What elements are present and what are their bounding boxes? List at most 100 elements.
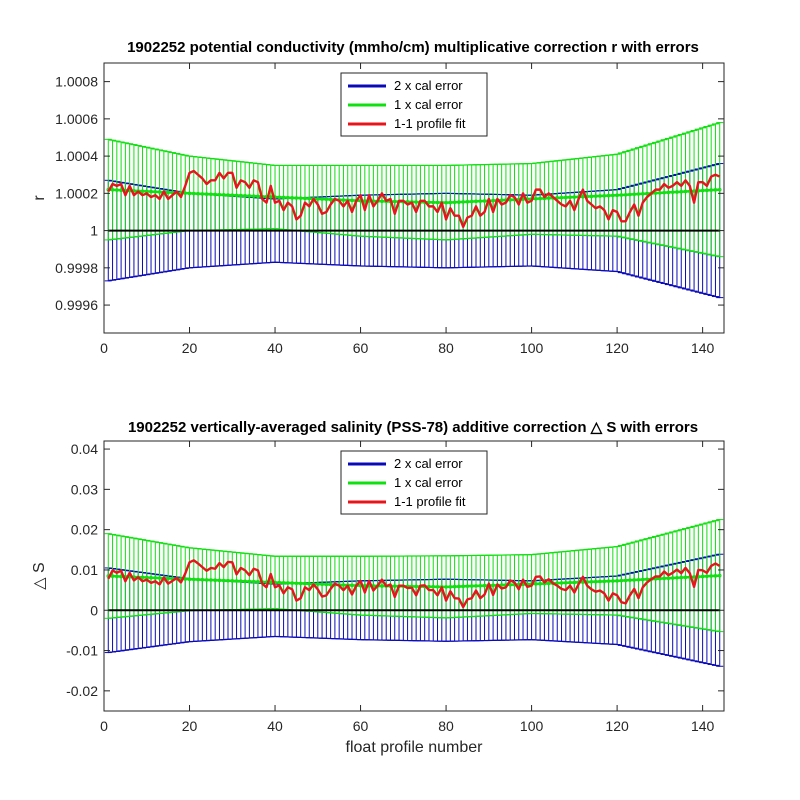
one-x-cal-error-point [196, 191, 200, 196]
one-x-cal-error-point [230, 193, 235, 198]
one-x-cal-error-point [598, 579, 602, 584]
one-x-cal-error-point [452, 200, 457, 205]
one-x-cal-error-point [157, 576, 162, 580]
one-x-cal-error-point [589, 194, 594, 199]
one-x-cal-error-point [465, 199, 470, 204]
one-x-cal-error-point [653, 191, 658, 195]
one-x-cal-error-point [611, 579, 615, 583]
y-axis-label: △ S [31, 562, 48, 589]
y-tick-label: 1.0006 [55, 111, 98, 127]
one-x-cal-error-point [499, 198, 504, 203]
one-x-cal-error-point [469, 199, 474, 204]
one-x-cal-error-point [598, 194, 602, 198]
two-x-cal-error-lower-envelope [108, 635, 720, 667]
one-x-cal-error-point [469, 584, 474, 588]
one-x-cal-error-point [115, 574, 119, 579]
x-tick-label: 20 [182, 718, 198, 734]
one-x-cal-error-point [559, 195, 564, 200]
one-x-cal-error-point [239, 193, 243, 198]
one-x-cal-error-point [256, 580, 260, 584]
one-x-cal-error-point [662, 190, 666, 195]
one-x-cal-error-point [444, 585, 448, 589]
one-x-cal-error-point [435, 200, 440, 205]
one-x-cal-error-point [713, 188, 718, 192]
legend: 2 x cal error 1 x cal error 1-1 profile … [340, 72, 488, 137]
one-x-cal-error-point [499, 583, 504, 587]
axis-ticks: 0 20 40 60 80 100 120 140 -0.02 -0.01 0 0.01 0.02 0.0… [66, 441, 724, 734]
one-x-cal-error-point [149, 189, 153, 194]
one-x-cal-error-point [482, 583, 487, 588]
one-x-cal-error-point [303, 581, 307, 586]
one-x-cal-error-point [683, 189, 688, 194]
one-x-cal-error-point [414, 584, 418, 589]
one-x-cal-error-point [277, 195, 282, 200]
one-x-cal-error-point [320, 582, 324, 587]
x-tick-label: 80 [438, 718, 454, 734]
x-tick-label: 80 [438, 340, 454, 356]
y-tick-label: 1.0002 [55, 185, 98, 201]
x-tick-label: 120 [605, 718, 629, 734]
one-x-cal-error-point [414, 200, 418, 204]
one-x-cal-error-point [200, 192, 205, 196]
one-x-cal-error-point [140, 575, 145, 580]
one-x-cal-error-point [615, 579, 619, 583]
one-x-cal-error-point [307, 196, 312, 201]
one-x-cal-error-point [157, 190, 162, 194]
one-x-cal-error-point [572, 580, 577, 585]
y-tick-label: 0.9998 [55, 260, 98, 276]
one-x-cal-error-point [213, 192, 217, 197]
one-x-cal-error-point [187, 191, 192, 196]
one-x-cal-error-point [538, 581, 542, 586]
one-x-cal-error-point [226, 193, 230, 197]
one-x-cal-error-point [247, 194, 252, 198]
one-x-cal-error-point [320, 197, 324, 201]
one-x-cal-error-point [226, 578, 230, 583]
one-x-cal-error-point [200, 577, 205, 582]
one-x-cal-error-point [640, 192, 645, 196]
x-tick-label: 20 [182, 340, 198, 356]
one-x-cal-error-point [191, 577, 196, 582]
one-x-cal-error-point [474, 199, 478, 204]
one-x-cal-error-point [166, 576, 170, 581]
one-x-cal-error-point [534, 582, 538, 586]
one-x-cal-error-point [350, 198, 354, 203]
panel-conductivity: 1902252 potential conductivity (mmho/cm)… [31, 39, 725, 356]
one-x-cal-error-point [619, 578, 624, 583]
one-x-cal-error-point [546, 581, 551, 586]
one-x-cal-error-point [234, 579, 239, 583]
x-tick-label: 40 [267, 718, 283, 734]
one-x-cal-error-point [444, 200, 448, 205]
one-x-cal-error-point [341, 198, 346, 202]
one-x-cal-error-point [670, 576, 675, 580]
one-x-cal-error-point [628, 192, 632, 197]
y-tick-label: 1 [90, 223, 98, 239]
one-x-cal-error-point [602, 579, 607, 584]
one-x-cal-error-point [427, 584, 431, 589]
one-x-cal-error-point [431, 200, 436, 205]
one-x-cal-error-point [204, 192, 209, 196]
one-x-cal-error-point [196, 577, 200, 582]
one-x-cal-error-point [448, 584, 453, 589]
one-x-cal-error-point [153, 576, 158, 580]
one-x-cal-error-point [474, 584, 478, 588]
one-x-cal-error-point [286, 581, 290, 585]
one-x-cal-error-point [328, 582, 333, 587]
one-x-cal-error-point [581, 194, 585, 199]
one-x-cal-error-point [110, 188, 115, 192]
one-x-cal-error-point [606, 579, 611, 583]
one-x-cal-error-point [662, 576, 666, 581]
one-x-cal-error-point [658, 191, 662, 195]
one-x-cal-error-point [452, 584, 457, 589]
one-x-cal-error-point [491, 198, 495, 203]
one-x-cal-error-point [294, 196, 299, 200]
one-x-cal-error-point [213, 578, 217, 582]
legend-label-2x-cal-error: 2 x cal error [394, 78, 463, 93]
y-tick-label: 0.03 [71, 481, 98, 497]
x-tick-label: 100 [520, 718, 544, 734]
one-x-cal-error-point [380, 199, 384, 204]
one-x-cal-error-point [435, 584, 440, 589]
one-x-cal-error-line [108, 574, 720, 589]
one-x-cal-error-point [717, 573, 722, 578]
y-tick-label: -0.01 [66, 643, 98, 659]
one-x-cal-error-point [563, 195, 568, 200]
